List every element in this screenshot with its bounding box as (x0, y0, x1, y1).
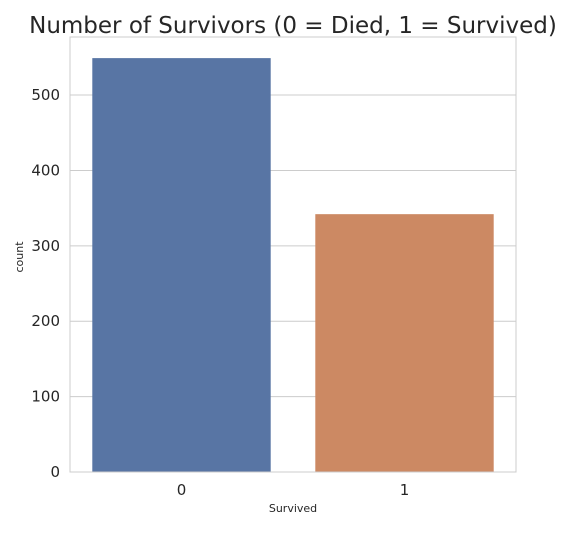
chart-title: Number of Survivors (0 = Died, 1 = Survi… (29, 13, 557, 39)
plot-frame (69, 36, 517, 473)
bars (92, 58, 494, 472)
y-axis-ticks: 0 100 200 300 400 500 (31, 86, 60, 481)
y-tick-label: 300 (31, 237, 60, 255)
y-tick-label: 0 (50, 463, 60, 481)
bar-0 (92, 58, 271, 472)
bar-1 (315, 214, 494, 472)
y-axis-label: count (13, 241, 26, 273)
x-axis-label: Survived (269, 502, 317, 515)
y-tick-label: 200 (31, 312, 60, 330)
x-tick-label: 0 (177, 481, 187, 499)
y-tick-label: 400 (31, 161, 60, 179)
y-tick-label: 100 (31, 388, 60, 406)
x-tick-label: 1 (400, 481, 410, 499)
y-tick-label: 500 (31, 86, 60, 104)
